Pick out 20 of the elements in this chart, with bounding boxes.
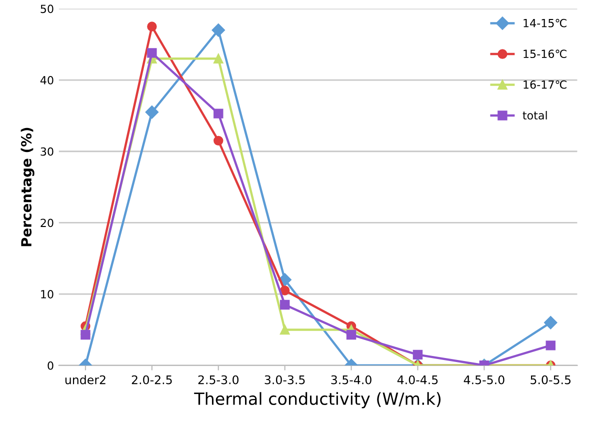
x-tick-label: 2.0-2.5 xyxy=(132,375,172,384)
legend-label: 16-17℃ xyxy=(524,80,566,89)
x-tick-label: under2 xyxy=(65,375,106,384)
legend-label: 14-15℃ xyxy=(524,18,566,28)
x-tick-label: 3.5-4.0 xyxy=(331,375,372,384)
x-axis-title: Thermal conductivity (W/m.k) xyxy=(194,392,441,408)
y-tick-label: 20 xyxy=(40,218,54,228)
x-tick-label: 4.0-4.5 xyxy=(397,375,438,384)
x-tick-label: 2.5-3.0 xyxy=(198,375,239,384)
y-tick-label: 10 xyxy=(41,290,54,298)
y-tick-label: 0 xyxy=(48,361,54,370)
y-axis-title: Percentage (%) xyxy=(20,128,34,246)
legend-label: 15-16℃ xyxy=(524,50,566,58)
y-tick-label: 30 xyxy=(40,147,54,156)
legend-label: total xyxy=(522,110,547,120)
x-tick-label: 5.0-5.5 xyxy=(530,375,571,384)
x-tick-label: 3.0-3.5 xyxy=(264,375,305,384)
x-tick-label: 4.5-5.0 xyxy=(464,375,504,384)
y-tick-label: 40 xyxy=(40,76,54,84)
y-tick-label: 50 xyxy=(40,4,54,14)
